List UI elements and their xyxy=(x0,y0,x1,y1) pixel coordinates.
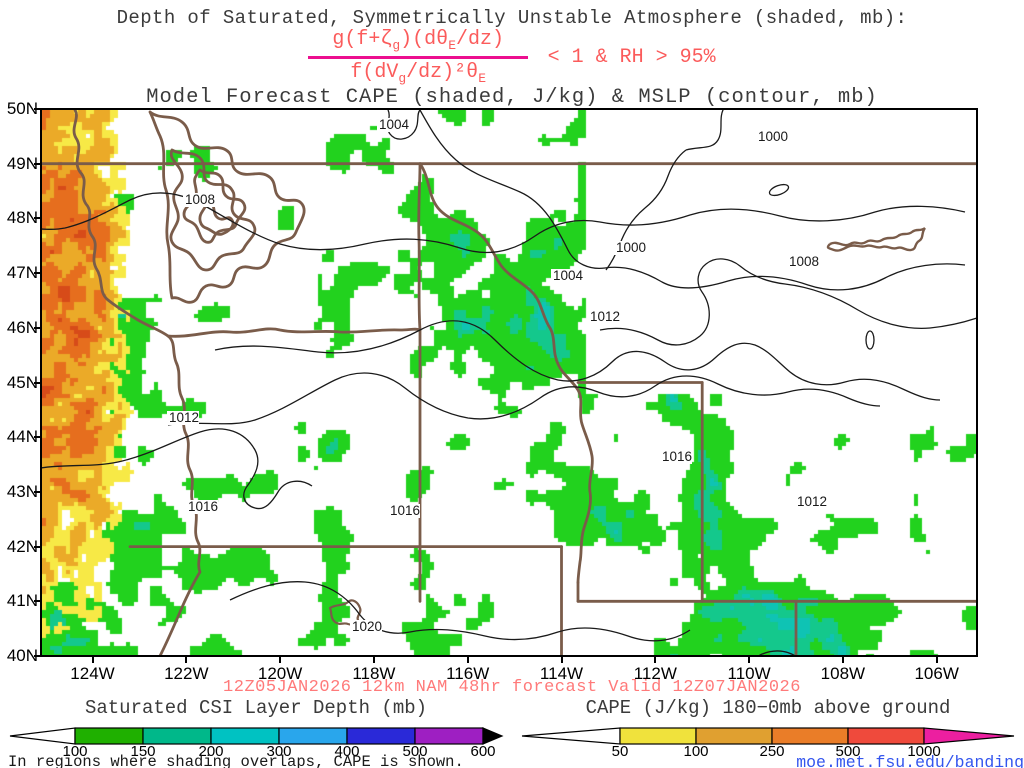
svg-text:1000: 1000 xyxy=(616,240,646,255)
svg-text:1016: 1016 xyxy=(662,449,692,464)
svg-text:1008: 1008 xyxy=(185,192,215,207)
svg-text:1000: 1000 xyxy=(758,129,788,144)
svg-text:1004: 1004 xyxy=(553,268,584,283)
svg-text:1012: 1012 xyxy=(797,494,827,509)
svg-text:1012: 1012 xyxy=(169,410,199,425)
svg-text:1016: 1016 xyxy=(390,503,420,518)
svg-text:1008: 1008 xyxy=(789,254,819,269)
svg-text:1020: 1020 xyxy=(352,619,382,634)
svg-text:1004: 1004 xyxy=(379,117,410,132)
svg-text:1016: 1016 xyxy=(188,499,218,514)
svg-text:1012: 1012 xyxy=(590,309,620,324)
